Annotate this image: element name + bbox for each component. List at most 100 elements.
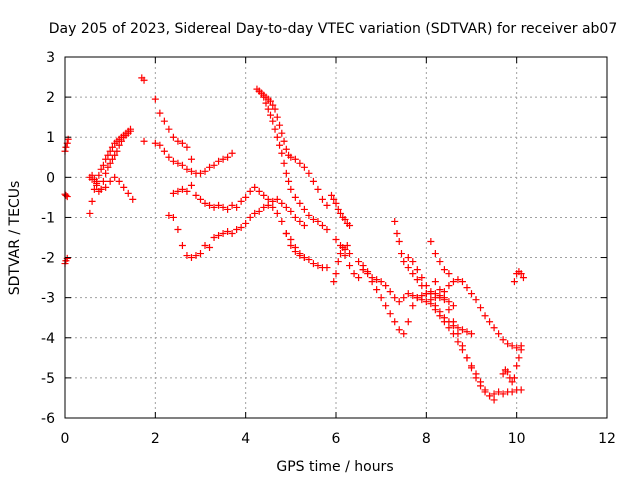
data-point bbox=[427, 238, 435, 246]
data-point bbox=[472, 374, 480, 382]
data-point bbox=[337, 209, 345, 217]
data-point bbox=[106, 147, 114, 155]
data-point bbox=[314, 185, 322, 193]
data-point bbox=[513, 362, 521, 370]
x-axis-label: GPS time / hours bbox=[276, 459, 393, 475]
data-point bbox=[99, 177, 107, 185]
data-point bbox=[178, 185, 186, 193]
data-point bbox=[273, 195, 281, 203]
data-point bbox=[400, 330, 408, 338]
data-point bbox=[197, 169, 204, 177]
data-point bbox=[264, 105, 272, 113]
y-tick-label: 2 bbox=[46, 90, 55, 106]
data-point bbox=[468, 364, 475, 372]
data-point bbox=[418, 292, 426, 300]
data-point bbox=[468, 330, 475, 338]
data-point bbox=[309, 177, 317, 185]
data-point bbox=[197, 250, 204, 258]
data-point bbox=[201, 242, 209, 250]
data-point bbox=[169, 133, 177, 141]
data-point bbox=[309, 260, 317, 268]
data-point bbox=[404, 254, 412, 262]
data-point bbox=[481, 312, 489, 320]
data-point bbox=[440, 288, 448, 296]
data-point bbox=[271, 105, 279, 113]
data-series bbox=[61, 135, 72, 155]
data-point bbox=[237, 197, 245, 205]
data-point bbox=[486, 392, 494, 400]
data-point bbox=[404, 318, 412, 326]
data-point bbox=[183, 143, 191, 151]
x-tick-label: 8 bbox=[422, 431, 431, 447]
data-point bbox=[300, 221, 308, 229]
data-point bbox=[102, 169, 110, 177]
data-point bbox=[267, 111, 275, 119]
data-point bbox=[305, 169, 313, 177]
data-point bbox=[490, 390, 498, 398]
data-point bbox=[62, 143, 70, 151]
data-point bbox=[404, 290, 412, 298]
data-point bbox=[282, 229, 290, 237]
data-point bbox=[282, 169, 290, 177]
data-point bbox=[287, 153, 295, 161]
data-series bbox=[330, 242, 354, 286]
data-point bbox=[346, 262, 354, 270]
data-point bbox=[278, 217, 286, 225]
data-point bbox=[102, 183, 110, 191]
data-point bbox=[436, 308, 444, 316]
data-point bbox=[260, 191, 268, 199]
data-point bbox=[382, 302, 390, 310]
data-point bbox=[391, 318, 399, 326]
data-point bbox=[224, 153, 232, 161]
data-point bbox=[219, 229, 227, 237]
data-point bbox=[499, 390, 507, 398]
data-point bbox=[246, 187, 254, 195]
data-point bbox=[323, 201, 331, 209]
data-point bbox=[276, 121, 284, 129]
data-point bbox=[490, 396, 498, 404]
data-point bbox=[463, 328, 471, 336]
data-point bbox=[355, 258, 363, 266]
data-point bbox=[160, 147, 168, 155]
data-point bbox=[174, 187, 182, 195]
data-point bbox=[108, 155, 116, 163]
data-series bbox=[88, 173, 137, 203]
data-point bbox=[228, 201, 236, 209]
y-tick-label: 3 bbox=[46, 50, 55, 66]
data-point bbox=[285, 177, 293, 185]
data-series bbox=[86, 125, 134, 217]
data-point bbox=[440, 294, 448, 302]
data-point bbox=[183, 187, 191, 195]
data-point bbox=[115, 141, 123, 149]
data-point bbox=[169, 157, 177, 165]
data-series bbox=[404, 254, 525, 352]
data-point bbox=[97, 165, 105, 173]
data-point bbox=[246, 213, 254, 221]
data-point bbox=[364, 270, 372, 278]
data-series bbox=[510, 268, 527, 286]
data-point bbox=[291, 244, 299, 252]
data-point bbox=[409, 258, 417, 266]
data-point bbox=[431, 278, 439, 286]
data-point bbox=[178, 242, 186, 250]
data-point bbox=[269, 117, 277, 125]
data-point bbox=[183, 165, 191, 173]
data-point bbox=[160, 117, 168, 125]
data-point bbox=[332, 236, 340, 244]
data-point bbox=[287, 242, 295, 250]
x-tick-label: 6 bbox=[332, 431, 341, 447]
data-point bbox=[224, 227, 232, 235]
data-point bbox=[463, 354, 471, 362]
data-point bbox=[515, 354, 523, 362]
data-point bbox=[391, 217, 399, 225]
data-point bbox=[449, 278, 457, 286]
data-point bbox=[242, 193, 250, 201]
data-series bbox=[255, 87, 331, 209]
data-point bbox=[458, 326, 466, 334]
data-point bbox=[332, 199, 340, 207]
data-point bbox=[490, 324, 498, 332]
data-point bbox=[210, 234, 218, 241]
data-point bbox=[210, 161, 218, 169]
data-point bbox=[287, 185, 295, 193]
data-point bbox=[117, 137, 125, 145]
